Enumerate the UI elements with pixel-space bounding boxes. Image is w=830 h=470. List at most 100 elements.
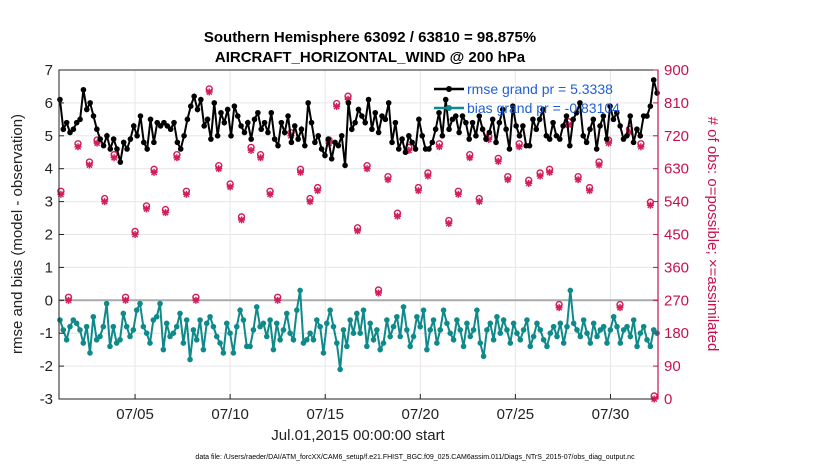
obs-assimilated-stroke <box>586 187 593 194</box>
rmse-point <box>513 123 519 129</box>
rmse-point <box>463 119 469 126</box>
bias-point <box>557 320 564 327</box>
chart-title: Southern Hemisphere 63092 / 63810 = 98.8… <box>204 29 536 46</box>
y2-tick-label: 630 <box>664 161 689 178</box>
rmse-point <box>298 126 305 133</box>
rmse-point <box>204 116 211 123</box>
bias-point <box>180 340 187 346</box>
obs-assimilated-point <box>466 154 474 162</box>
rmse-point <box>409 139 415 146</box>
obs-assimilated-point <box>393 212 401 220</box>
bias-point <box>324 320 330 327</box>
y2-axis-label: # of obs: o=possible; ×=assimilated <box>704 117 721 352</box>
rmse-point <box>426 146 432 152</box>
obs-assimilated-point <box>616 304 624 312</box>
bias-point <box>637 330 644 337</box>
obs-assimilated-stroke <box>504 176 511 183</box>
bias-point <box>217 340 223 346</box>
y2-tick-label: 90 <box>664 358 681 375</box>
bias-point <box>133 307 140 313</box>
y-tick-label: 3 <box>45 194 53 211</box>
rmse-point <box>536 116 543 123</box>
rmse-point <box>382 116 389 123</box>
bias-point <box>320 350 327 356</box>
rmse-point <box>312 139 318 146</box>
obs-assimilated-stroke <box>173 154 181 161</box>
rmse-point <box>563 113 570 119</box>
obs-assimilated-point <box>555 304 563 312</box>
rmse-point <box>184 116 191 123</box>
bias-point <box>567 287 574 294</box>
obs-assimilated-stroke <box>616 304 624 311</box>
footer-data-file: data file: /Users/raeder/DAI/ATM_forcXX/… <box>195 454 635 461</box>
obs-assimilated-stroke <box>647 202 654 209</box>
rmse-point <box>271 136 278 142</box>
y2-tick-label: 720 <box>664 128 689 145</box>
rmse-point <box>395 146 402 152</box>
rmse-point <box>308 119 315 126</box>
obs-assimilated-point <box>65 296 73 304</box>
x-tick-label: 07/30 <box>592 406 630 423</box>
bias-point <box>153 313 160 320</box>
rmse-point <box>187 103 194 109</box>
rmse-point <box>107 146 114 152</box>
obs-assimilated-point <box>101 198 109 206</box>
obs-assimilated-point <box>74 143 82 151</box>
obs-assimilated-stroke <box>536 172 544 180</box>
rmse-point <box>416 116 422 123</box>
rmse-point <box>634 126 640 133</box>
obs-assimilated-stroke <box>257 154 264 161</box>
legend-rmse-label: rmse grand pr = 5.3338 <box>467 81 613 97</box>
rmse-point <box>275 142 281 149</box>
rmse-point <box>241 129 248 136</box>
bias-point <box>314 317 320 323</box>
obs-assimilated-point <box>297 168 305 176</box>
rmse-point <box>483 136 489 142</box>
bias-point <box>330 323 337 330</box>
rmse-point <box>174 139 181 146</box>
rmse-point <box>432 126 439 133</box>
bias-point <box>464 320 470 327</box>
y2-tick-label: 450 <box>664 227 689 244</box>
rmse-point <box>338 133 345 139</box>
bias-point <box>570 320 577 327</box>
obs-assimilated-point <box>161 209 169 217</box>
bias-point <box>354 310 360 317</box>
rmse-point <box>221 119 228 126</box>
y-tick-label: -2 <box>40 358 53 375</box>
rmse-point <box>137 113 144 119</box>
bias-point <box>250 327 257 333</box>
bias-point <box>77 327 83 333</box>
rmse-point <box>201 123 207 129</box>
rmse-point <box>114 146 120 152</box>
bias-point <box>594 333 600 340</box>
y2-tick-label: 180 <box>664 325 689 342</box>
rmse-point <box>83 106 90 113</box>
bias-point <box>223 320 230 327</box>
bias-point <box>344 343 350 350</box>
bias-point <box>630 317 637 323</box>
x-axis-label: Jul.01,2015 00:00:00 start <box>271 427 445 444</box>
bias-point <box>123 323 130 330</box>
bias-point <box>424 346 430 353</box>
y-tick-label: 5 <box>45 128 53 145</box>
bias-point <box>377 346 383 353</box>
rmse-point <box>473 133 479 139</box>
rmse-point <box>469 119 476 126</box>
rmse-point <box>281 129 288 136</box>
bias-point <box>97 333 103 340</box>
obs-assimilated-point <box>445 220 453 228</box>
bias-point <box>614 323 620 330</box>
rmse-point <box>489 116 496 123</box>
bias-point <box>270 346 277 353</box>
bias-point <box>364 343 370 350</box>
rmse-point <box>328 156 335 162</box>
obs-assimilated-point <box>595 161 603 169</box>
obs-assimilated-stroke <box>344 96 352 103</box>
rmse-point <box>238 123 244 129</box>
bias-point <box>297 287 303 294</box>
rmse-point <box>285 113 291 119</box>
bias-point <box>404 327 410 333</box>
rmse-point <box>348 126 355 133</box>
obs-assimilated-stroke <box>333 103 340 110</box>
